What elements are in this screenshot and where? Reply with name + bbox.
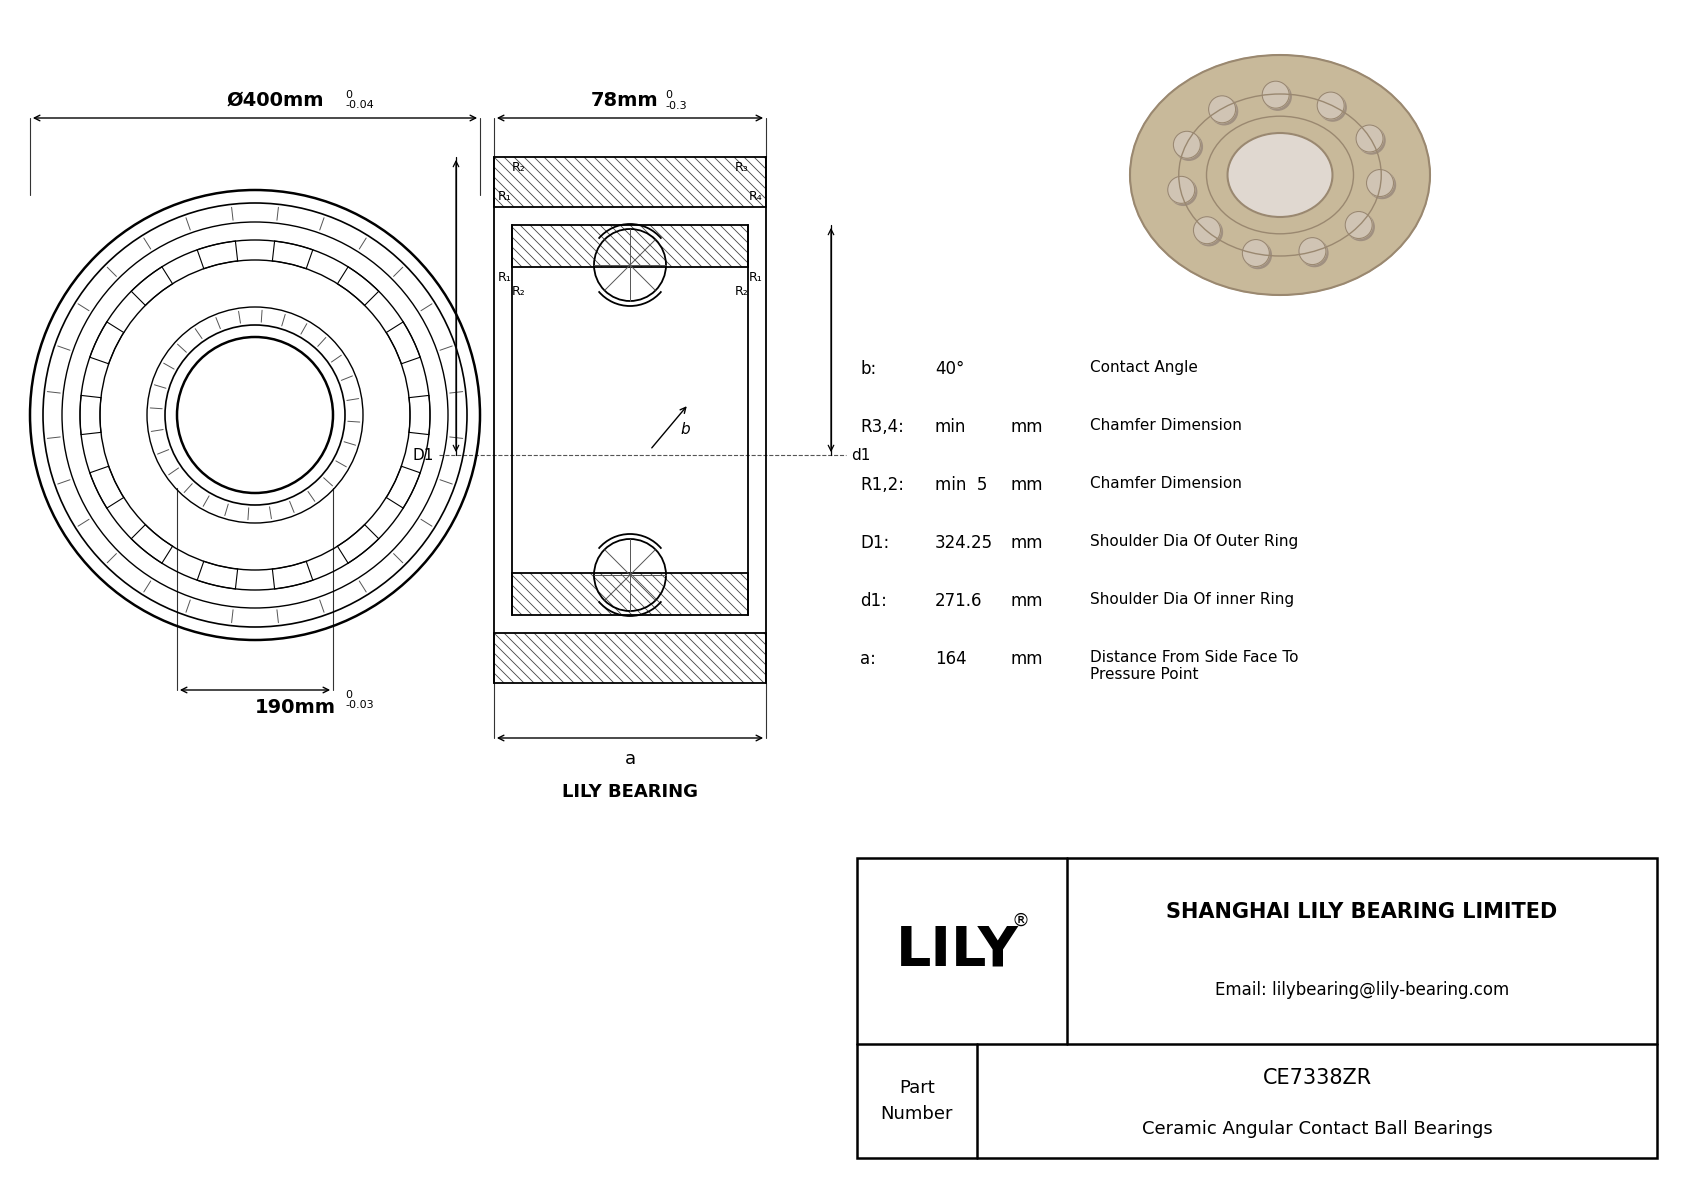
Circle shape bbox=[1346, 212, 1372, 238]
Circle shape bbox=[1265, 83, 1292, 111]
Text: 0: 0 bbox=[345, 91, 352, 100]
Text: R3,4:: R3,4: bbox=[861, 418, 904, 436]
Text: R₁: R₁ bbox=[498, 191, 512, 202]
Text: R₄: R₄ bbox=[748, 191, 761, 202]
Circle shape bbox=[1357, 127, 1384, 154]
Text: 78mm: 78mm bbox=[591, 91, 658, 110]
Text: 0: 0 bbox=[345, 690, 352, 700]
Circle shape bbox=[1243, 239, 1270, 267]
Text: a: a bbox=[625, 750, 635, 768]
Text: 0: 0 bbox=[665, 91, 672, 100]
Circle shape bbox=[1366, 169, 1393, 197]
Text: min  5: min 5 bbox=[935, 476, 987, 494]
Text: R₁: R₁ bbox=[748, 272, 761, 283]
Text: 324.25: 324.25 bbox=[935, 534, 994, 551]
Text: Shoulder Dia Of Outer Ring: Shoulder Dia Of Outer Ring bbox=[1090, 534, 1298, 549]
Circle shape bbox=[1211, 98, 1238, 125]
Text: mm: mm bbox=[1010, 476, 1042, 494]
Circle shape bbox=[1356, 125, 1383, 152]
Circle shape bbox=[1167, 176, 1194, 204]
Text: b:: b: bbox=[861, 360, 876, 378]
Text: mm: mm bbox=[1010, 418, 1042, 436]
Text: d1: d1 bbox=[850, 448, 871, 462]
Circle shape bbox=[1298, 237, 1325, 264]
Circle shape bbox=[1174, 131, 1201, 158]
Text: D1: D1 bbox=[413, 448, 434, 462]
Text: b: b bbox=[680, 423, 690, 437]
Ellipse shape bbox=[1228, 133, 1332, 217]
Text: CE7338ZR: CE7338ZR bbox=[1263, 1068, 1371, 1089]
Text: min: min bbox=[935, 418, 967, 436]
Circle shape bbox=[1170, 179, 1197, 205]
Text: Part
Number: Part Number bbox=[881, 1079, 953, 1123]
Text: ®: ® bbox=[1010, 912, 1029, 930]
Text: 40°: 40° bbox=[935, 360, 965, 378]
Text: mm: mm bbox=[1010, 650, 1042, 668]
Text: -0.04: -0.04 bbox=[345, 100, 374, 110]
Text: Chamfer Dimension: Chamfer Dimension bbox=[1090, 418, 1241, 434]
Circle shape bbox=[1319, 94, 1346, 121]
Circle shape bbox=[1244, 242, 1271, 268]
Text: Ceramic Angular Contact Ball Bearings: Ceramic Angular Contact Ball Bearings bbox=[1142, 1121, 1492, 1139]
Circle shape bbox=[1194, 217, 1221, 244]
Circle shape bbox=[1263, 81, 1290, 108]
Text: R₂: R₂ bbox=[734, 285, 748, 298]
Text: D1:: D1: bbox=[861, 534, 889, 551]
Text: 164: 164 bbox=[935, 650, 967, 668]
Text: Chamfer Dimension: Chamfer Dimension bbox=[1090, 476, 1241, 491]
Text: R₂: R₂ bbox=[512, 161, 525, 174]
Ellipse shape bbox=[1130, 55, 1430, 295]
Text: Distance From Side Face To
Pressure Point: Distance From Side Face To Pressure Poin… bbox=[1090, 650, 1298, 682]
Text: Shoulder Dia Of inner Ring: Shoulder Dia Of inner Ring bbox=[1090, 592, 1293, 607]
Text: 190mm: 190mm bbox=[254, 698, 335, 717]
Bar bbox=[857, 858, 1657, 1158]
Text: Email: lilybearing@lily-bearing.com: Email: lilybearing@lily-bearing.com bbox=[1214, 981, 1509, 999]
Circle shape bbox=[1209, 95, 1236, 123]
Text: R1,2:: R1,2: bbox=[861, 476, 904, 494]
Text: 271.6: 271.6 bbox=[935, 592, 982, 610]
Circle shape bbox=[1196, 219, 1223, 245]
Circle shape bbox=[1302, 239, 1329, 267]
Circle shape bbox=[1347, 213, 1374, 241]
Text: mm: mm bbox=[1010, 534, 1042, 551]
Circle shape bbox=[1317, 92, 1344, 119]
Circle shape bbox=[1369, 172, 1396, 199]
Text: LILY BEARING: LILY BEARING bbox=[562, 782, 697, 802]
Text: Ø400mm: Ø400mm bbox=[226, 91, 323, 110]
Text: LILY: LILY bbox=[896, 924, 1019, 978]
Text: R₁: R₁ bbox=[498, 272, 512, 283]
Circle shape bbox=[1175, 133, 1202, 161]
Text: Contact Angle: Contact Angle bbox=[1090, 360, 1197, 375]
Text: -0.03: -0.03 bbox=[345, 700, 374, 710]
Text: mm: mm bbox=[1010, 592, 1042, 610]
Text: -0.3: -0.3 bbox=[665, 101, 687, 111]
Text: d1:: d1: bbox=[861, 592, 887, 610]
Text: R₂: R₂ bbox=[512, 285, 525, 298]
Text: SHANGHAI LILY BEARING LIMITED: SHANGHAI LILY BEARING LIMITED bbox=[1167, 902, 1558, 922]
Text: a:: a: bbox=[861, 650, 876, 668]
Text: R₃: R₃ bbox=[734, 161, 748, 174]
